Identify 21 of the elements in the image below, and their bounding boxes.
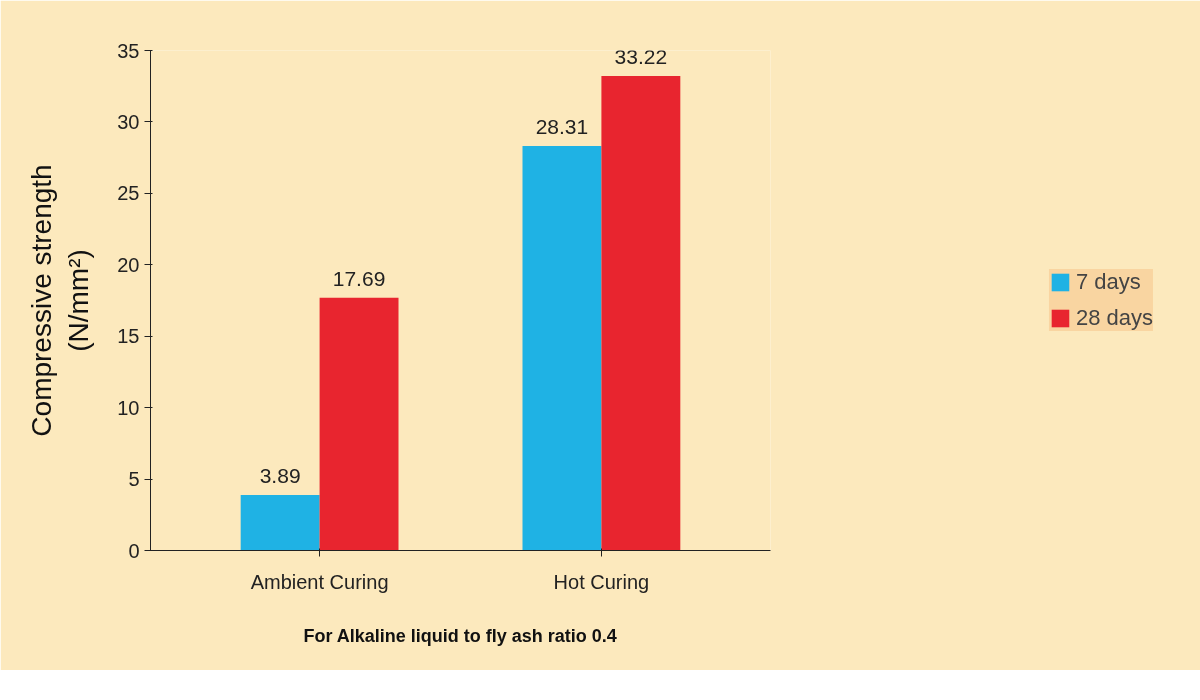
data-label: 28.31 — [535, 115, 589, 139]
data-label: 3.89 — [259, 463, 301, 487]
legend-label: 7 days — [1075, 269, 1141, 295]
y-tick-label: 20 — [117, 253, 140, 276]
y-tick-label: 35 — [117, 39, 140, 62]
bar — [522, 146, 602, 551]
bar — [601, 75, 681, 551]
x-tick-label: Hot Curing — [553, 570, 650, 593]
bar — [319, 297, 399, 551]
legend-label: 28 days — [1075, 305, 1154, 331]
x-tick-label: Ambient Curing — [250, 570, 389, 593]
y-tick-label: 5 — [128, 468, 140, 491]
y-tick-label: 25 — [117, 182, 140, 205]
y-axis-title: Compressive strength (N/mm²) — [26, 164, 95, 437]
y-tick-label: 0 — [128, 539, 140, 562]
y-tick-label: 15 — [117, 325, 140, 348]
y-tick-label: 30 — [117, 110, 140, 133]
x-axis-title: For Alkaline liquid to fly ash ratio 0.4 — [303, 625, 617, 646]
y-tick-label: 10 — [117, 396, 140, 419]
data-label: 17.69 — [332, 266, 386, 290]
bar — [240, 494, 320, 551]
